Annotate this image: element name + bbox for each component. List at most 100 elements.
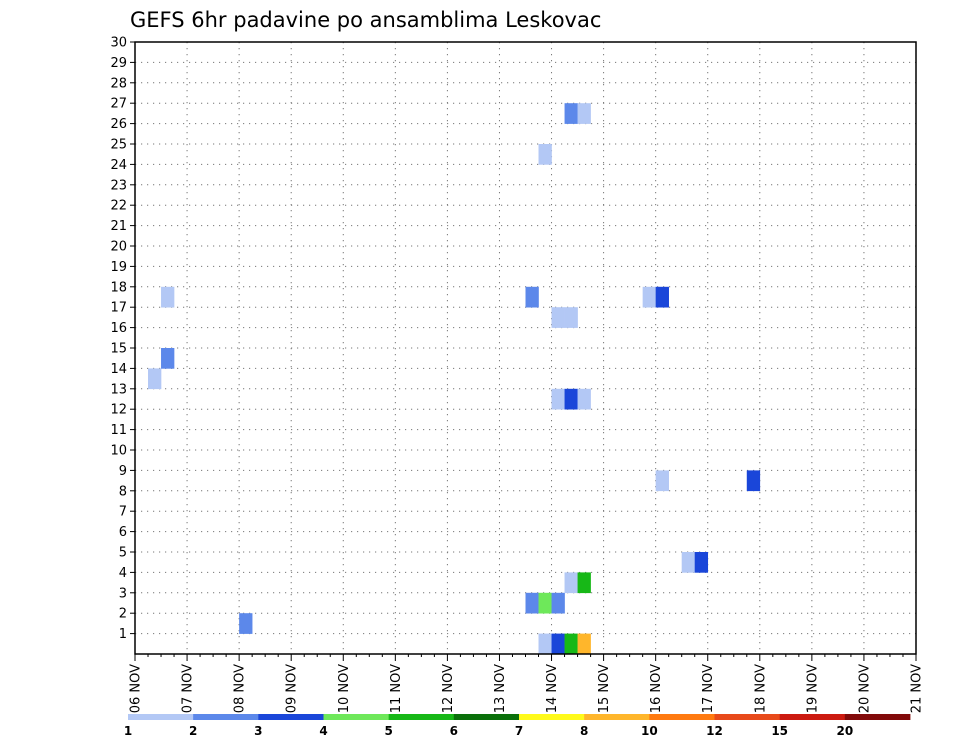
y-axis: 1234567891011121314151617181920212223242… [110, 36, 135, 642]
data-cell [564, 307, 578, 328]
x-tick-label: 18 NOV [753, 664, 768, 713]
y-tick-label: 19 [110, 260, 127, 275]
data-cell [551, 388, 565, 410]
data-cell [551, 307, 565, 328]
y-tick-label: 24 [110, 158, 127, 173]
y-tick-label: 10 [110, 444, 127, 459]
y-tick-label: 12 [110, 403, 127, 418]
x-tick-label: 07 NOV [181, 664, 196, 713]
data-cell [525, 592, 539, 614]
y-tick-label: 26 [110, 117, 127, 132]
legend-swatch [193, 714, 259, 720]
y-tick-label: 13 [110, 382, 127, 397]
y-tick-label: 14 [110, 362, 127, 377]
x-tick-label: 10 NOV [337, 664, 352, 713]
y-tick-label: 22 [110, 199, 127, 214]
legend-swatch [323, 714, 390, 720]
data-cell [148, 368, 162, 390]
data-cell [577, 103, 591, 124]
x-tick-label: 19 NOV [805, 664, 820, 713]
data-cell [161, 286, 175, 308]
legend-label: 1 [124, 724, 132, 738]
legend-swatch [584, 714, 650, 720]
x-tick-label: 17 NOV [701, 664, 716, 713]
x-tick-label: 08 NOV [233, 664, 248, 713]
legend-swatch [649, 714, 715, 720]
y-tick-label: 4 [119, 566, 127, 581]
data-cell [694, 552, 709, 573]
data-cell [551, 633, 565, 655]
y-tick-label: 1 [119, 627, 127, 642]
data-cell [564, 572, 578, 594]
y-tick-label: 8 [119, 484, 127, 499]
legend-label: 6 [450, 724, 458, 738]
data-cell [538, 592, 552, 614]
data-cell [538, 633, 552, 655]
x-tick-label: 09 NOV [285, 664, 300, 713]
x-tick-label: 14 NOV [545, 664, 560, 713]
y-tick-label: 25 [110, 138, 127, 153]
data-cell [577, 633, 591, 655]
data-cell [577, 572, 591, 594]
legend-label: 3 [254, 724, 262, 738]
y-tick-label: 11 [110, 423, 127, 438]
x-axis: 06 NOV 07 NOV 08 NOV 09 NOV 10 NOV 11 NOV 12 N… [129, 654, 925, 713]
y-tick-label: 17 [110, 301, 127, 316]
data-cell [564, 633, 578, 655]
data-cell [564, 103, 578, 124]
x-tick-label: 12 NOV [441, 664, 456, 713]
y-tick-label: 7 [119, 505, 127, 520]
data-cell [681, 552, 696, 573]
y-tick-label: 2 [119, 607, 127, 622]
grid [135, 42, 916, 654]
legend-swatch [714, 714, 781, 720]
data-cell [655, 470, 669, 492]
data-cell [161, 348, 175, 369]
legend-swatch [779, 714, 846, 720]
legend-label: 12 [706, 724, 723, 738]
data-cell [655, 286, 669, 308]
y-tick-label: 28 [110, 76, 127, 91]
y-tick-label: 29 [110, 56, 127, 71]
y-tick-label: 16 [110, 321, 127, 336]
color-legend: 1 2 3 4 5 6 7 8 10 12 15 20 [124, 714, 911, 738]
data-cells [148, 103, 761, 655]
legend-label: 2 [189, 724, 197, 738]
x-tick-label: 20 NOV [857, 664, 872, 713]
legend-label: 8 [580, 724, 588, 738]
x-tick-label: 11 NOV [389, 664, 404, 713]
y-tick-label: 3 [119, 586, 127, 601]
data-cell [239, 613, 253, 634]
legend-swatch [128, 714, 194, 720]
y-tick-label: 15 [110, 342, 127, 357]
legend-swatch [519, 714, 585, 720]
y-tick-label: 23 [110, 178, 127, 193]
x-tick-label: 13 NOV [493, 664, 508, 713]
legend-swatch [453, 714, 520, 720]
data-cell [642, 286, 656, 308]
legend-swatch [388, 714, 455, 720]
x-tick-label: 15 NOV [597, 664, 612, 713]
chart-title: GEFS 6hr padavine po ansamblima Leskovac [130, 8, 601, 32]
y-tick-label: 9 [119, 464, 127, 479]
legend-label: 15 [771, 724, 788, 738]
y-tick-label: 20 [110, 240, 127, 255]
data-cell [551, 592, 565, 614]
y-tick-label: 21 [110, 219, 127, 234]
y-tick-label: 6 [119, 525, 127, 540]
x-tick-label: 21 NOV [910, 664, 925, 713]
data-cell [577, 388, 591, 410]
legend-label: 10 [641, 724, 658, 738]
legend-label: 5 [384, 724, 392, 738]
y-tick-label: 5 [119, 546, 127, 561]
y-tick-label: 30 [110, 36, 127, 51]
legend-swatch [844, 714, 911, 720]
y-tick-label: 27 [110, 97, 127, 112]
legend-swatch [258, 714, 324, 720]
data-cell [746, 470, 761, 492]
y-tick-label: 18 [110, 280, 127, 295]
data-cell [564, 388, 578, 410]
x-tick-label: 16 NOV [649, 664, 664, 713]
data-cell [538, 144, 552, 165]
